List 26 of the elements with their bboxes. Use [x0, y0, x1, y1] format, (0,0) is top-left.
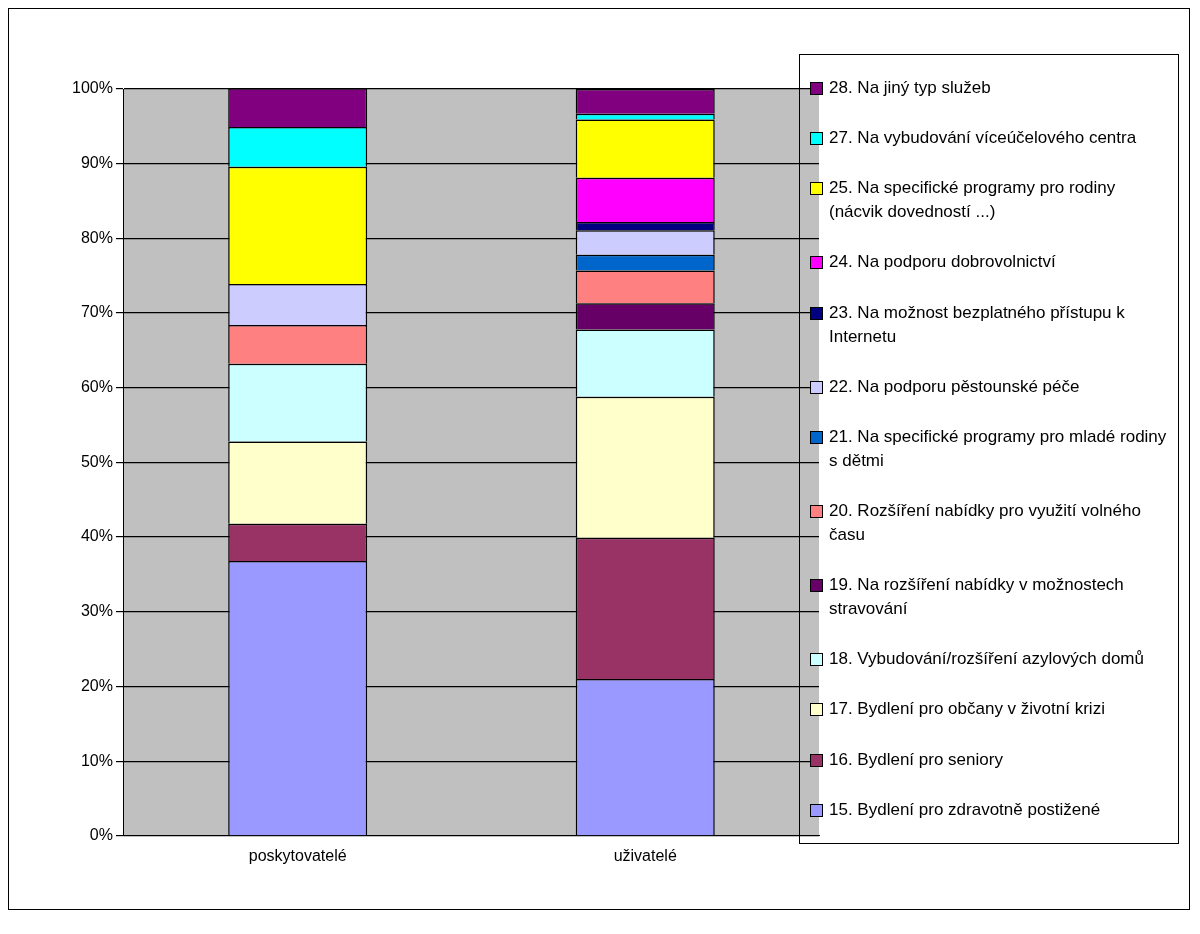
- legend-label: 27. Na vybudování víceúčelového centra: [829, 127, 1137, 150]
- legend-label: 28. Na jiný typ služeb: [829, 77, 991, 100]
- legend-label: 17. Bydlení pro občany v životní krizi: [829, 698, 1105, 721]
- y-tick-label: 10%: [80, 751, 113, 769]
- y-tick-label: 70%: [80, 303, 113, 321]
- y-tick-label: 60%: [80, 378, 113, 396]
- y-tick-label: 80%: [80, 228, 113, 246]
- legend-label: 15. Bydlení pro zdravotně postižené: [829, 798, 1101, 821]
- legend-label: 16. Bydlení pro seniory: [829, 748, 1003, 771]
- legend-label: 23. Na možnost bezplatného přístupu k Internetu: [829, 301, 1126, 348]
- legend-label: 25. Na specifické programy pro rodiny (nácvik dovedností ...): [829, 177, 1117, 224]
- y-tick-label: 30%: [80, 602, 113, 620]
- x-tick-label: uživatelé: [613, 846, 677, 864]
- legend-label: 19. Na rozšíření nabídky v možnostech stravování: [829, 574, 1125, 621]
- y-tick-label: 90%: [80, 154, 113, 172]
- x-tick-label: poskytovatelé: [248, 846, 347, 864]
- y-tick-label: 40%: [80, 527, 113, 545]
- legend-label: 22. Na podporu pěstounské péče: [829, 375, 1080, 398]
- y-tick-label: 20%: [80, 676, 113, 694]
- y-tick-label: 0%: [89, 826, 113, 844]
- legend-label: 20. Rozšíření nabídky pro využití volného času: [829, 500, 1142, 547]
- legend-label: 24. Na podporu dobrovolnictví: [829, 251, 1056, 274]
- y-tick-label: 50%: [80, 452, 113, 470]
- y-tick-label: 100%: [72, 79, 113, 97]
- legend-label: 18. Vybudování/rozšíření azylových domů: [829, 648, 1144, 671]
- legend-label: 21. Na specifické programy pro mladé rodiny s dětmi: [829, 425, 1168, 472]
